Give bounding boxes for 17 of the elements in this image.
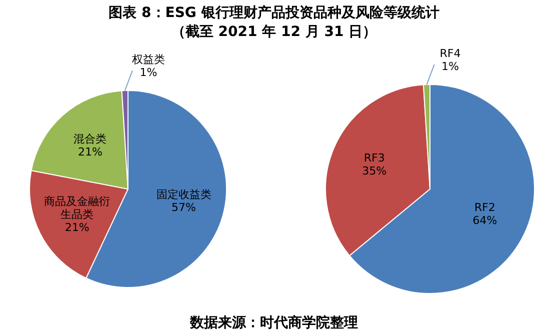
data-label: 21% bbox=[64, 220, 90, 234]
slice-label: RF4 bbox=[440, 46, 461, 60]
slice-label: 混合类 bbox=[74, 132, 107, 146]
data-label: 57% bbox=[172, 200, 196, 214]
slice-label: 商品及金融衍生品类 bbox=[44, 194, 110, 221]
text: 图表 8：ESG 银行理财产品投资品种及风险等级统计 bbox=[108, 4, 440, 23]
source-note: 数据来源：时代商学院整理 bbox=[188, 314, 359, 332]
data-label: 1% bbox=[442, 60, 460, 73]
slice-label: 权益类 bbox=[130, 52, 165, 66]
data-label: 35% bbox=[362, 164, 387, 178]
slice-label: RF3 bbox=[364, 151, 385, 164]
slice-label: 固定收益类 bbox=[156, 188, 212, 201]
text: （截至 2021 年 12 月 31 日） bbox=[170, 23, 378, 42]
data-label: 64% bbox=[472, 214, 498, 228]
data-label: 1% bbox=[140, 66, 158, 79]
slice-label: RF2 bbox=[474, 201, 496, 214]
data-label: 21% bbox=[78, 146, 102, 159]
